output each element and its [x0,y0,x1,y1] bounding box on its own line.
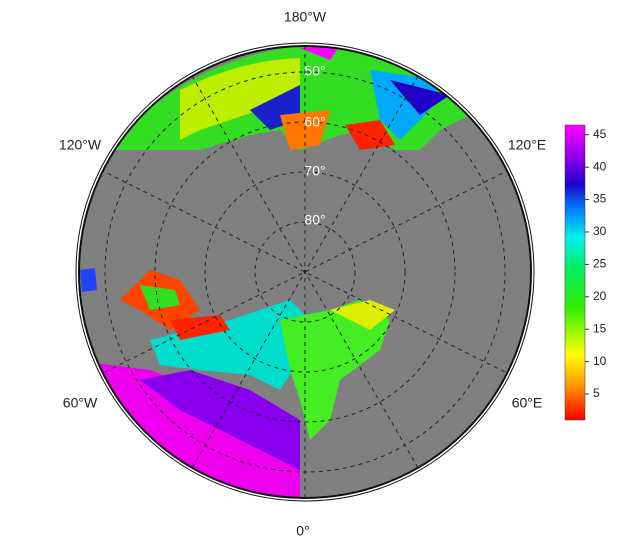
lat-label: 70° [304,163,325,179]
lon-label: 60°E [512,395,543,411]
colorbar-tick-label: 15 [593,321,607,335]
lon-label: 180°W [284,9,327,25]
colorbar-tick-label: 35 [593,192,607,206]
lat-label: 50° [304,63,325,79]
map-border [78,45,532,499]
lon-label: 60°W [63,395,98,411]
colorbar-tick-label: 40 [593,159,607,173]
colorbar-tick-label: 5 [593,386,600,400]
colorbar-tick-label: 25 [593,257,607,271]
colorbar-tick-label: 45 [593,127,607,141]
lon-label: 120°E [508,137,546,153]
colorbar-tick-label: 20 [593,289,607,303]
colorbar-tick-label: 30 [593,224,607,238]
map-disc [79,46,531,498]
lat-label: 60° [304,114,325,130]
lat-label: 80° [304,212,325,228]
colorbar-tick-label: 10 [593,354,607,368]
colorbar: 5 10 15 20 25 30 35 40 45 [564,124,607,421]
lon-label: 0° [296,523,309,539]
lon-label: 120°W [59,137,102,153]
